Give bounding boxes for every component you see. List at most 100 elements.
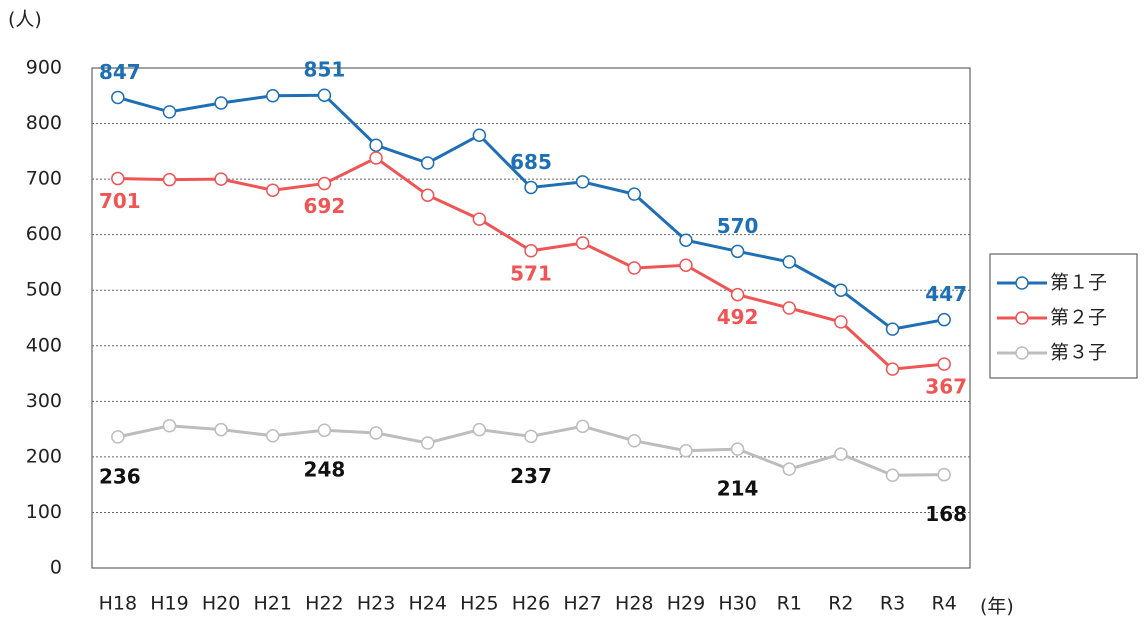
point — [782, 255, 796, 269]
point — [730, 287, 745, 302]
point — [472, 212, 487, 226]
point — [834, 447, 848, 461]
point — [214, 422, 228, 437]
legend-label: 第３子 — [1050, 342, 1107, 364]
point — [266, 183, 280, 197]
point — [575, 175, 590, 189]
legend-marker — [1015, 311, 1029, 325]
value-label: 492 — [717, 305, 759, 329]
y-unit: (人) — [8, 9, 42, 31]
point — [937, 357, 951, 371]
point — [420, 188, 435, 202]
point — [214, 172, 228, 186]
x-unit: (年) — [980, 596, 1014, 618]
x-tick-label: H20 — [202, 593, 240, 615]
point — [885, 362, 900, 376]
point — [266, 89, 280, 103]
point — [782, 301, 796, 315]
point — [524, 180, 538, 195]
point — [317, 423, 332, 437]
point — [627, 434, 642, 448]
legend-box — [989, 253, 1138, 379]
y-tick-label: 800 — [26, 112, 62, 134]
y-tick-label: 0 — [50, 557, 62, 579]
point — [627, 187, 642, 201]
point — [679, 444, 693, 458]
point — [420, 436, 435, 450]
point — [834, 315, 848, 329]
point — [162, 105, 177, 119]
point — [369, 426, 383, 440]
legend-label: 第１子 — [1050, 272, 1107, 294]
x-tick-label: H26 — [512, 593, 550, 615]
series-line — [117, 93, 945, 331]
point — [369, 138, 383, 152]
value-label: 851 — [304, 58, 346, 82]
point — [472, 128, 487, 142]
y-tick-label: 500 — [26, 279, 62, 301]
x-tick-label: H19 — [150, 593, 188, 615]
x-tick-label: H23 — [357, 593, 395, 615]
x-tick-label: R1 — [777, 593, 802, 615]
point — [782, 462, 796, 476]
x-tick-label: H18 — [99, 593, 137, 615]
point — [472, 422, 487, 437]
legend-marker — [1015, 276, 1029, 290]
plot-border — [91, 67, 971, 569]
x-tick-label: H22 — [305, 593, 343, 615]
value-label: 447 — [925, 282, 967, 306]
x-tick-label: H29 — [667, 593, 705, 615]
point — [162, 419, 177, 433]
legend-label: 第２子 — [1050, 307, 1107, 329]
x-tick-label: R4 — [932, 593, 957, 615]
point — [885, 322, 900, 336]
x-tick-label: R2 — [828, 593, 853, 615]
point — [885, 468, 900, 482]
value-label: 367 — [925, 375, 967, 399]
value-label: 692 — [304, 194, 346, 218]
point — [111, 171, 125, 186]
y-tick-label: 300 — [26, 390, 62, 412]
y-tick-label: 200 — [26, 445, 62, 467]
point — [266, 429, 280, 443]
point — [524, 429, 538, 444]
point — [627, 261, 642, 275]
value-label: 214 — [717, 477, 759, 501]
point — [369, 151, 383, 165]
value-label: 237 — [510, 464, 552, 488]
y-tick-label: 600 — [26, 223, 62, 245]
legend-marker — [1015, 346, 1029, 360]
y-tick-label: 900 — [26, 57, 62, 79]
x-tick-label: H24 — [408, 593, 446, 615]
value-label: 236 — [99, 464, 141, 488]
point — [679, 233, 693, 247]
point — [317, 88, 332, 102]
x-tick-label: H25 — [460, 593, 498, 615]
point — [730, 244, 745, 259]
point — [937, 312, 951, 327]
x-tick-label: H28 — [615, 593, 653, 615]
value-label: 847 — [99, 60, 141, 84]
point — [575, 236, 590, 250]
point — [111, 430, 125, 444]
value-label: 685 — [510, 150, 552, 174]
point — [111, 90, 125, 105]
x-tick-label: H30 — [718, 593, 756, 615]
value-label: 248 — [304, 458, 346, 482]
value-label: 701 — [99, 189, 141, 213]
point — [679, 258, 693, 272]
point — [317, 176, 332, 191]
x-tick-label: H27 — [563, 593, 601, 615]
value-label: 168 — [925, 502, 967, 526]
point — [162, 172, 177, 187]
point — [575, 419, 590, 434]
y-tick-label: 400 — [26, 334, 62, 356]
y-tick-label: 700 — [26, 168, 62, 190]
point — [524, 244, 538, 258]
value-label: 570 — [717, 214, 759, 238]
value-label: 571 — [510, 261, 552, 285]
y-tick-label: 100 — [26, 501, 62, 523]
point — [420, 156, 435, 170]
point — [730, 442, 745, 456]
